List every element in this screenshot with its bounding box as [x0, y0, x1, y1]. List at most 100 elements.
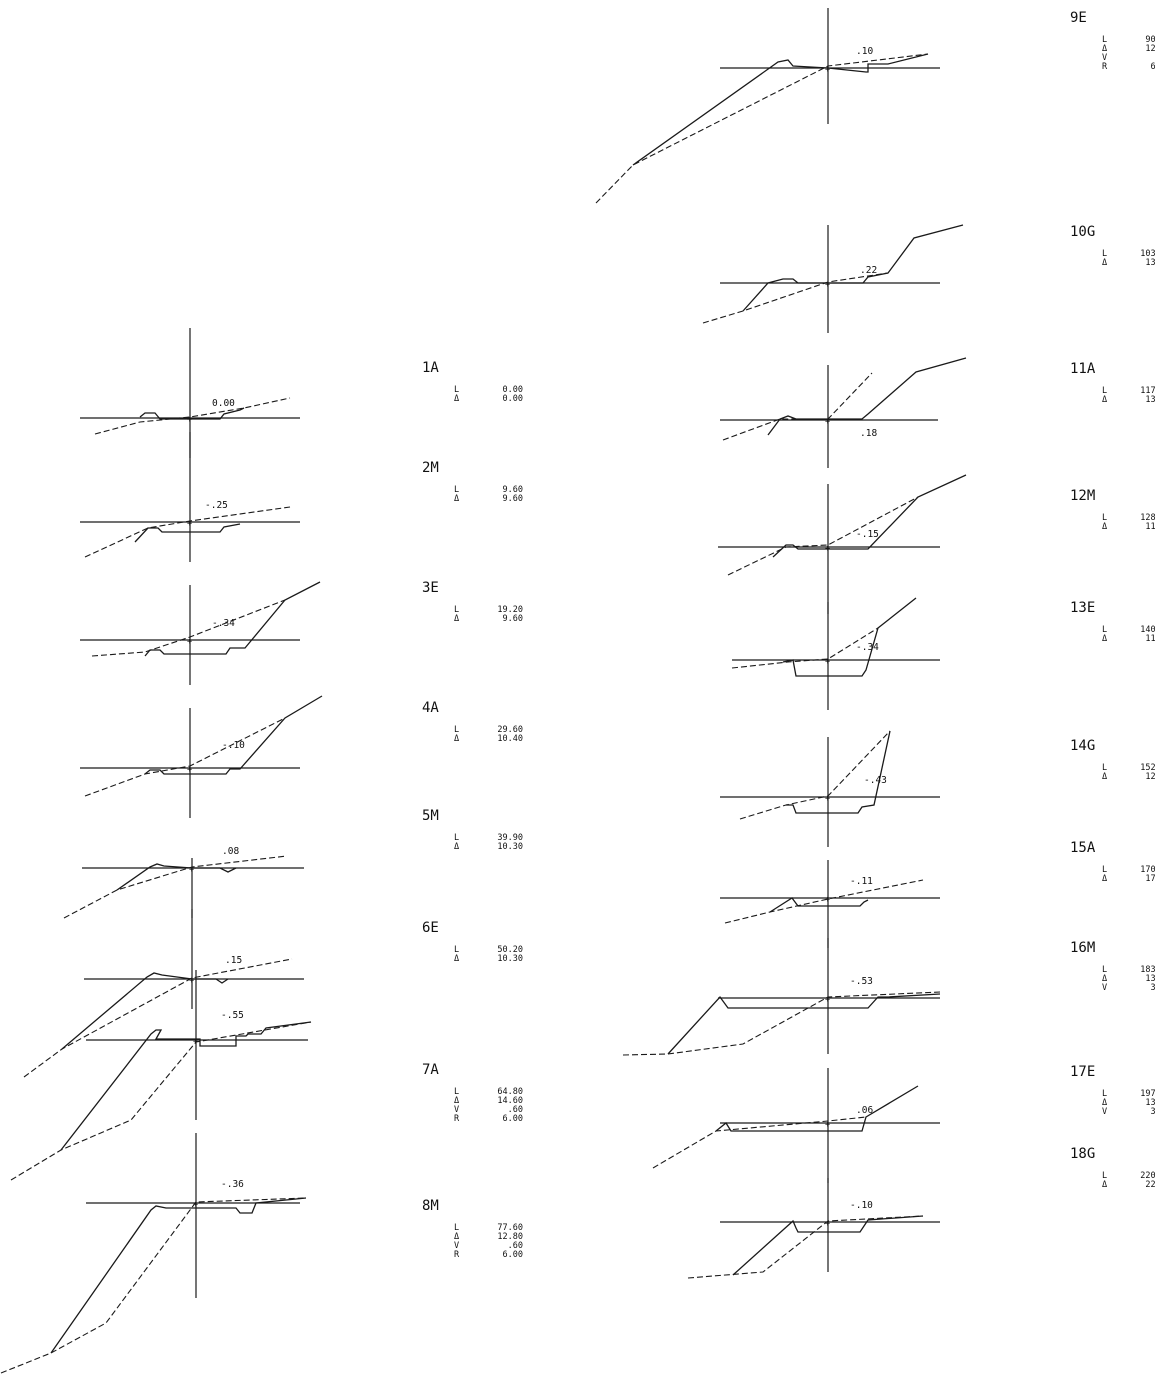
centerline-marker: + [825, 280, 830, 290]
section-value-label: -.36 [221, 1179, 244, 1190]
terrain-profile [84, 506, 291, 558]
cross-section-drawings: +0.00+-.25+-.34+-.10+.08+.15+-.55+-.36+.… [0, 8, 967, 1374]
section-id: 2M [422, 460, 439, 476]
param-key: V [1102, 1107, 1107, 1117]
section-value-label: -.10 [850, 1200, 873, 1211]
param-value: 13.50 [1145, 258, 1155, 268]
param-value: .60 [508, 1241, 523, 1251]
cross-section-3e: + -.34 [80, 581, 321, 685]
param-value: 117.30 [1140, 386, 1155, 396]
cross-section-8m: + -.36 [0, 1133, 307, 1374]
param-key: R [1102, 62, 1108, 72]
param-key: L [454, 1087, 459, 1097]
param-value: 9.60 [503, 494, 523, 504]
param-key: L [454, 725, 459, 735]
caption-6e: 6E L 50.20 Δ 10.30 [422, 920, 523, 964]
param-key: Δ [1102, 395, 1107, 405]
param-value: 10.40 [497, 734, 523, 744]
centerline-marker: + [187, 415, 192, 425]
terrain-profile [63, 855, 288, 919]
design-profile [742, 224, 964, 312]
param-value: 22.40 [1145, 1180, 1155, 1190]
param-key: Δ [1102, 522, 1107, 532]
terrain-profile [731, 627, 879, 669]
cross-section-15a: + -.11 [720, 860, 940, 948]
design-profile [667, 993, 941, 1055]
centerline-marker: + [825, 1219, 830, 1229]
param-value: 11.40 [1145, 522, 1155, 532]
terrain-profile [722, 372, 873, 441]
centerline-marker: + [189, 976, 194, 986]
cross-section-9e: + .10 [595, 8, 940, 204]
cross-section-18g: + -.10 [687, 1178, 940, 1279]
section-id: 5M [422, 808, 439, 824]
section-value-label: .06 [856, 1105, 873, 1116]
param-key: V [454, 1241, 459, 1251]
param-key: Δ [1102, 258, 1107, 268]
caption-15a: 15A L 170.00 Δ 17.40 [1070, 840, 1155, 884]
cross-section-4a: + -.10 [80, 695, 323, 818]
param-key: L [1102, 865, 1107, 875]
cross-section-14g: + -.43 [720, 730, 940, 847]
section-value-label: .08 [222, 846, 239, 857]
terrain-profile [727, 496, 919, 576]
param-key: L [454, 385, 459, 395]
param-key: Δ [1102, 634, 1107, 644]
terrain-profile [595, 53, 929, 204]
param-key: L [1102, 965, 1107, 975]
caption-18g: 18G L 220.00 Δ 22.40 [1070, 1146, 1155, 1190]
caption-1a: 1A L 0.00 Δ 0.00 [422, 360, 523, 404]
param-value: 9.60 [503, 614, 523, 624]
section-id: 10G [1070, 224, 1095, 240]
section-value-label: .18 [860, 428, 877, 439]
param-key: Δ [454, 954, 459, 964]
design-profile [61, 972, 229, 1050]
param-value: 10.30 [497, 842, 523, 852]
section-value-label: -.10 [222, 740, 245, 751]
section-id: 3E [422, 580, 439, 596]
design-profile [60, 1021, 312, 1151]
param-key: Δ [454, 734, 459, 744]
param-value: 29.60 [497, 725, 523, 735]
centerline-marker: + [193, 1200, 198, 1210]
centerline-marker: + [187, 637, 192, 647]
caption-7a: 7A L 64.80 Δ 14.60 V .60 R 6.00 [422, 1062, 523, 1124]
param-key: L [1102, 625, 1107, 635]
section-value-label: .22 [860, 265, 877, 276]
section-captions: 1A L 0.00 Δ 0.00 2M L 9.60 Δ 9.60 3E L 19.20 Δ 9.60 4A L… [422, 10, 1155, 1260]
section-value-label: -.34 [212, 618, 235, 629]
section-id: 12M [1070, 488, 1095, 504]
caption-3e: 3E L 19.20 Δ 9.60 [422, 580, 523, 624]
param-key: L [1102, 1089, 1107, 1099]
caption-11a: 11A L 117.30 Δ 13.40 [1070, 361, 1155, 405]
param-value: 19.20 [497, 605, 523, 615]
param-key: Δ [1102, 974, 1107, 984]
caption-2m: 2M L 9.60 Δ 9.60 [422, 460, 523, 504]
section-id: 14G [1070, 738, 1095, 754]
param-value: 103.90 [1140, 249, 1155, 259]
caption-10g: 10G L 103.90 Δ 13.50 [1070, 224, 1155, 268]
param-key: L [454, 833, 459, 843]
terrain-profile [94, 397, 291, 435]
centerline-marker: + [825, 657, 830, 667]
param-key: Δ [454, 1232, 459, 1242]
param-value: 140.10 [1140, 625, 1155, 635]
param-value: 13.80 [1145, 1098, 1155, 1108]
param-value: 6.00 [1151, 62, 1155, 72]
section-value-label: -.11 [850, 876, 873, 887]
param-key: Δ [454, 1096, 459, 1106]
param-key: L [1102, 513, 1107, 523]
cross-section-6e: + .15 [23, 909, 304, 1078]
param-value: 0.00 [503, 394, 523, 404]
param-value: 128.70 [1140, 513, 1155, 523]
param-key: L [1102, 763, 1107, 773]
param-value: 64.80 [497, 1087, 523, 1097]
terrain-profile [23, 958, 293, 1078]
caption-16m: 16M L 183.80 Δ 13.80 V 3.00 [1070, 940, 1155, 993]
section-value-label: .15 [225, 955, 242, 966]
terrain-profile [622, 991, 941, 1056]
param-key: R [454, 1114, 460, 1124]
design-profile [144, 695, 323, 775]
centerline-marker: + [187, 765, 192, 775]
